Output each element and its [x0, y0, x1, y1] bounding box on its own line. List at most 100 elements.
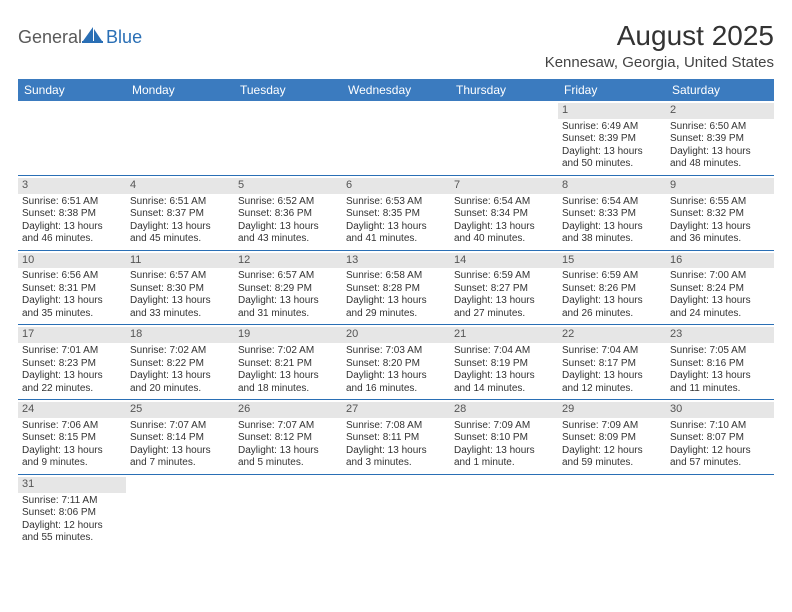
cell-text: Sunrise: 6:52 AM	[238, 196, 338, 209]
cell-text: Sunset: 8:29 PM	[238, 283, 338, 296]
calendar-cell: 17Sunrise: 7:01 AMSunset: 8:23 PMDayligh…	[18, 325, 126, 400]
calendar-cell: 7Sunrise: 6:54 AMSunset: 8:34 PMDaylight…	[450, 175, 558, 250]
cell-text: Sunset: 8:16 PM	[670, 358, 770, 371]
day-number: 17	[18, 327, 126, 343]
cell-text: Daylight: 13 hours	[238, 370, 338, 383]
cell-text: and 31 minutes.	[238, 308, 338, 321]
cell-text: Sunrise: 7:02 AM	[130, 345, 230, 358]
calendar-cell: 18Sunrise: 7:02 AMSunset: 8:22 PMDayligh…	[126, 325, 234, 400]
month-title: August 2025	[545, 20, 774, 52]
cell-text: Sunrise: 7:06 AM	[22, 420, 122, 433]
calendar-cell: 25Sunrise: 7:07 AMSunset: 8:14 PMDayligh…	[126, 400, 234, 475]
calendar-row: 3Sunrise: 6:51 AMSunset: 8:38 PMDaylight…	[18, 175, 774, 250]
calendar-cell	[234, 474, 342, 548]
calendar-cell: 24Sunrise: 7:06 AMSunset: 8:15 PMDayligh…	[18, 400, 126, 475]
cell-text: Daylight: 13 hours	[562, 295, 662, 308]
calendar-cell: 29Sunrise: 7:09 AMSunset: 8:09 PMDayligh…	[558, 400, 666, 475]
calendar-row: 24Sunrise: 7:06 AMSunset: 8:15 PMDayligh…	[18, 400, 774, 475]
calendar-cell: 5 Sunrise: 6:52 AMSunset: 8:36 PMDaylight…	[234, 175, 342, 250]
calendar-cell	[126, 474, 234, 548]
cell-text: Sunrise: 6:51 AM	[22, 196, 122, 209]
cell-text: Daylight: 13 hours	[346, 445, 446, 458]
cell-text: and 11 minutes.	[670, 383, 770, 396]
cell-text: Sunset: 8:20 PM	[346, 358, 446, 371]
cell-text: Sunrise: 7:05 AM	[670, 345, 770, 358]
calendar-cell: .	[18, 101, 126, 175]
cell-text: Daylight: 13 hours	[22, 295, 122, 308]
cell-text: Sunrise: 7:09 AM	[454, 420, 554, 433]
cell-text: Sunset: 8:36 PM	[238, 208, 338, 221]
day-number: 10	[18, 253, 126, 269]
cell-text: Sunrise: 7:08 AM	[346, 420, 446, 433]
cell-text: Sunrise: 7:04 AM	[562, 345, 662, 358]
calendar-cell: 23Sunrise: 7:05 AMSunset: 8:16 PMDayligh…	[666, 325, 774, 400]
cell-text: and 20 minutes.	[130, 383, 230, 396]
cell-text: Sunset: 8:27 PM	[454, 283, 554, 296]
cell-text: Sunset: 8:24 PM	[670, 283, 770, 296]
calendar-cell: 1Sunrise: 6:49 AMSunset: 8:39 PMDaylight…	[558, 101, 666, 175]
cell-text: Sunset: 8:23 PM	[22, 358, 122, 371]
cell-text: Daylight: 13 hours	[130, 221, 230, 234]
cell-text: Daylight: 12 hours	[562, 445, 662, 458]
cell-text: and 7 minutes.	[130, 457, 230, 470]
calendar-cell: 21Sunrise: 7:04 AMSunset: 8:19 PMDayligh…	[450, 325, 558, 400]
cell-text: Daylight: 13 hours	[670, 295, 770, 308]
calendar-cell: 30Sunrise: 7:10 AMSunset: 8:07 PMDayligh…	[666, 400, 774, 475]
cell-text: and 48 minutes.	[670, 158, 770, 171]
calendar-cell: .	[126, 101, 234, 175]
calendar-cell: 16Sunrise: 7:00 AMSunset: 8:24 PMDayligh…	[666, 250, 774, 325]
cell-text: and 59 minutes.	[562, 457, 662, 470]
calendar-cell	[450, 474, 558, 548]
calendar-cell: 19Sunrise: 7:02 AMSunset: 8:21 PMDayligh…	[234, 325, 342, 400]
cell-text: Daylight: 13 hours	[238, 221, 338, 234]
day-number: 16	[666, 253, 774, 269]
cell-text: Sunset: 8:39 PM	[670, 133, 770, 146]
cell-text: Sunrise: 6:58 AM	[346, 270, 446, 283]
day-number: 6	[342, 178, 450, 194]
cell-text: Daylight: 13 hours	[22, 370, 122, 383]
day-number: 31	[18, 477, 126, 493]
cell-text: Sunrise: 6:53 AM	[346, 196, 446, 209]
cell-text: Daylight: 13 hours	[454, 370, 554, 383]
cell-text: Daylight: 13 hours	[454, 295, 554, 308]
cell-text: and 14 minutes.	[454, 383, 554, 396]
location: Kennesaw, Georgia, United States	[545, 54, 774, 71]
cell-text: Sunset: 8:12 PM	[238, 432, 338, 445]
header: General Blue August 2025 Kennesaw, Georg…	[18, 20, 774, 71]
cell-text: Sunset: 8:38 PM	[22, 208, 122, 221]
day-number: 15	[558, 253, 666, 269]
cell-text: Daylight: 13 hours	[562, 221, 662, 234]
day-header: Thursday	[450, 79, 558, 101]
cell-text: and 38 minutes.	[562, 233, 662, 246]
cell-text: Sunrise: 6:57 AM	[238, 270, 338, 283]
cell-text: Sunset: 8:11 PM	[346, 432, 446, 445]
day-number: 5	[234, 178, 342, 194]
logo-text-blue: Blue	[106, 27, 142, 48]
cell-text: Sunset: 8:06 PM	[22, 507, 122, 520]
day-number: 9	[666, 178, 774, 194]
cell-text: Sunrise: 7:10 AM	[670, 420, 770, 433]
cell-text: Sunrise: 6:50 AM	[670, 121, 770, 134]
calendar-cell: 6Sunrise: 6:53 AMSunset: 8:35 PMDaylight…	[342, 175, 450, 250]
day-number: 25	[126, 402, 234, 418]
cell-text: and 26 minutes.	[562, 308, 662, 321]
calendar-row: 10Sunrise: 6:56 AMSunset: 8:31 PMDayligh…	[18, 250, 774, 325]
day-number: 30	[666, 402, 774, 418]
day-number: 1	[558, 103, 666, 119]
calendar-cell: 20Sunrise: 7:03 AMSunset: 8:20 PMDayligh…	[342, 325, 450, 400]
cell-text: Sunrise: 7:09 AM	[562, 420, 662, 433]
calendar-cell: 2Sunrise: 6:50 AMSunset: 8:39 PMDaylight…	[666, 101, 774, 175]
cell-text: Sunset: 8:21 PM	[238, 358, 338, 371]
cell-text: and 57 minutes.	[670, 457, 770, 470]
day-header: Sunday	[18, 79, 126, 101]
cell-text: Sunset: 8:22 PM	[130, 358, 230, 371]
cell-text: Sunrise: 6:59 AM	[454, 270, 554, 283]
cell-text: and 43 minutes.	[238, 233, 338, 246]
day-number: 24	[18, 402, 126, 418]
calendar-cell: .	[450, 101, 558, 175]
day-number: 26	[234, 402, 342, 418]
day-number: 19	[234, 327, 342, 343]
calendar-cell: 4Sunrise: 6:51 AMSunset: 8:37 PMDaylight…	[126, 175, 234, 250]
calendar-row: .....1Sunrise: 6:49 AMSunset: 8:39 PMDay…	[18, 101, 774, 175]
cell-text: Sunrise: 7:03 AM	[346, 345, 446, 358]
